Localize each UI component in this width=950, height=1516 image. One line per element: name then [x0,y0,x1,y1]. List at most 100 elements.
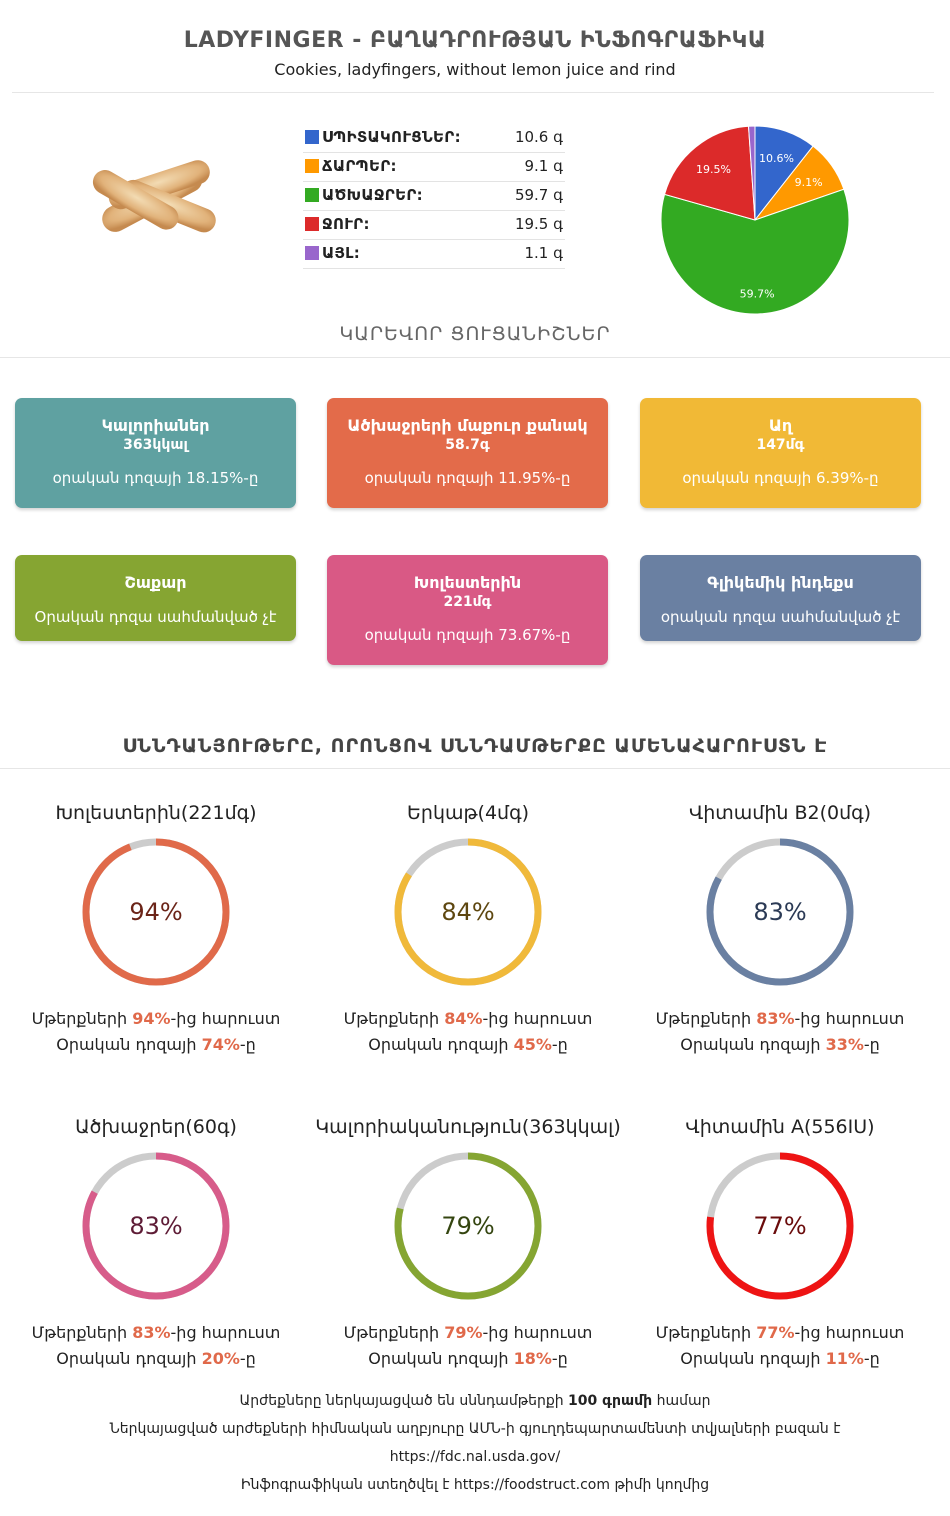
legend-swatch [305,130,319,144]
rank-text: -ից հարուստ [170,1009,281,1028]
nutrient-title: Ածխաջրեր(60գ) [75,1116,237,1138]
pie-slice-label: 10.6% [759,152,794,165]
rank-value: 83% [756,1009,795,1028]
pie-slice [747,125,756,221]
nutrient-title: Կալորիականություն(363կկալ) [315,1116,621,1138]
nutrient-title: Վիտամին B2(0մգ) [688,802,872,824]
donut-label: 79% [441,1212,494,1240]
nutrient-ring-block: Վիտամին B2(0մգ) 83% Մթերքների 83%-ից հարու… [624,800,936,1058]
card-title: Խոլեստերին [413,573,522,592]
footer-text: Արժեքները ներկայացված են սննդամթերքի [239,1393,569,1409]
rank-value: 84% [444,1009,483,1028]
daily-text: Օրական դոզայի [680,1349,826,1368]
card-value: 221մգ [443,594,492,610]
footer-bold: 100 գրամի [568,1393,653,1409]
rank-text: -ից հարուստ [170,1323,281,1342]
card-title: Կալորիաներ [101,416,210,435]
card-title: Ածխաջրերի մաքուր քանակ [347,416,588,435]
footer-source: Ներկայացված արժեքների հիմնական աղբյուրը … [109,1421,841,1437]
daily-value: 33% [825,1035,864,1054]
macro-label: ԱԾԽԱՋՐԵՐ: [322,186,423,204]
donut-label: 77% [753,1212,806,1240]
rank-text: Մթերքների [343,1323,445,1342]
donut-arc [706,1152,854,1300]
daily-text: -ը [551,1035,568,1054]
nutrient-ring-block: Ածխաջրեր(60գ) 83% Մթերքների 83%-ից հարուստ… [0,1114,312,1372]
macro-value: 9.1 գ [524,157,564,175]
legend-swatch [305,188,319,202]
nutrient-title: Երկաթ(4մգ) [407,802,529,824]
daily-value: 20% [201,1349,240,1368]
ladyfinger-image [92,160,216,233]
daily-value: 45% [513,1035,552,1054]
card-note: օրական դոզայի 6.39%-ը [682,469,879,487]
card-title: Շաքար [124,573,187,592]
divider [12,92,934,93]
rank-text: Մթերքների [655,1323,757,1342]
daily-text: -ը [239,1349,256,1368]
nutrient-title: Վիտամին A(556IU) [685,1116,875,1138]
rank-text: -ից հարուստ [794,1323,905,1342]
nutrient-donut: 83% [82,1152,230,1300]
pie-slice-label: 19.5% [696,163,731,176]
card-title: Գլիկեմիկ ինդեքս [707,573,854,592]
macro-label: ԱՅԼ: [322,244,361,262]
daily-text: Օրական դոզայի [368,1349,514,1368]
nutrient-donut: 79% [394,1152,542,1300]
macro-label: ՃԱՐՊԵՐ: [322,157,397,175]
pie-slice [660,188,850,315]
macro-value: 19.5 գ [514,215,563,233]
legend-swatch [305,246,319,260]
rank-line: Մթերքների 77%-ից հարուստ [624,1320,936,1346]
daily-value-line: Օրական դոզայի 11%-ը [624,1346,936,1372]
nutrient-title: Խոլեստերին(221մգ) [55,802,257,824]
nutrient-donut: 77% [706,1152,854,1300]
card-title: Աղ [768,416,793,435]
footer-credit-link[interactable]: https://foodstruct.com [453,1477,610,1493]
card-calories: Կալորիաներ 363կկալ օրական դոզայի 18.15%-… [15,398,296,508]
donut-arc [394,1152,542,1300]
macro-row: ՍՊԻՏԱԿՈՒՑՆԵՐ: 10.6 գ [303,124,565,153]
rank-value: 79% [444,1323,483,1342]
daily-text: -ը [239,1035,256,1054]
donut-arc [394,838,542,986]
macro-label: ՍՊԻՏԱԿՈՒՑՆԵՐ: [322,128,461,146]
footer-text: Ինֆոգրաֆիկան ստեղծվել է [240,1477,454,1493]
rank-text: -ից հարուստ [482,1009,593,1028]
rank-text: -ից հարուստ [794,1009,905,1028]
daily-text: Օրական դոզայի [56,1349,202,1368]
rank-text: Մթերքների [31,1009,133,1028]
card-note: Օրական դոզա սահմանված չէ [34,608,277,626]
daily-text: Օրական դոզայի [368,1035,514,1054]
daily-value-line: Օրական դոզայի 74%-ը [0,1032,312,1058]
rank-line: Մթերքների 83%-ից հարուստ [0,1320,312,1346]
rank-value: 94% [132,1009,171,1028]
macro-value: 10.6 գ [514,128,563,146]
daily-value: 11% [825,1349,864,1368]
footer-source-link[interactable]: https://fdc.nal.usda.gov/ [389,1449,561,1465]
donut-label: 83% [753,898,806,926]
rank-text: Մթերքների [343,1009,445,1028]
pie-slice [663,125,756,221]
nutrient-ring-block: Վիտամին A(556IU) 77% Մթերքների 77%-ից հարո… [624,1114,936,1372]
rank-value: 83% [132,1323,171,1342]
daily-value: 74% [201,1035,240,1054]
macro-row: ՋՈՒՐ: 19.5 գ [303,211,565,240]
macro-value: 1.1 գ [524,244,564,262]
donut-arc [82,1152,230,1300]
card-sugar: Շաքար Օրական դոզա սահմանված չէ [15,555,296,641]
card-glycemic-index: Գլիկեմիկ ինդեքս օրական դոզա սահմանված չէ [640,555,921,641]
page-title: LADYFINGER - ԲԱՂԱԴՐՈՒԹՅԱՆ ԻՆՖՈԳՐԱՖԻԿԱ [183,28,767,53]
rank-value: 77% [756,1323,795,1342]
card-note: օրական դոզայի 11.95%-ը [364,469,571,487]
footer-credit: Ինֆոգրաֆիկան ստեղծվել է https://foodstru… [0,1477,950,1493]
nutrient-ring-block: Երկաթ(4մգ) 84% Մթերքների 84%-ից հարուստ Օրա… [312,800,624,1058]
footer-note: Արժեքները ներկայացված են սննդամթերքի 100… [0,1393,950,1409]
rank-text: Մթերքների [655,1009,757,1028]
donut-label: 94% [129,898,182,926]
macro-label: ՋՈՒՐ: [322,215,370,233]
daily-text: Օրական դոզայի [56,1035,202,1054]
macro-legend-table: ՍՊԻՏԱԿՈՒՑՆԵՐ: 10.6 գ ՃԱՐՊԵՐ: 9.1 գ ԱԾԽԱՋ… [303,124,565,269]
card-note: օրական դոզայի 73.67%-ը [364,626,571,644]
macro-row: ԱՅԼ: 1.1 գ [303,240,565,269]
